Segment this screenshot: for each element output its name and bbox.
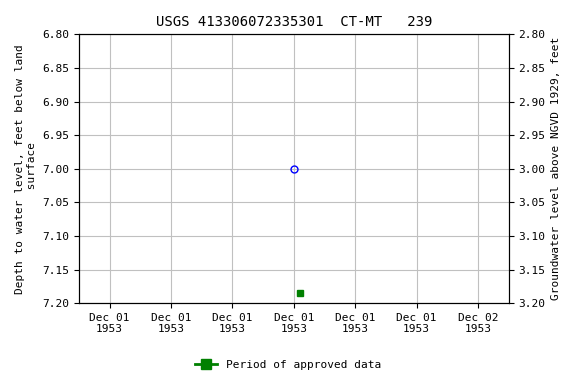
Y-axis label: Groundwater level above NGVD 1929, feet: Groundwater level above NGVD 1929, feet (551, 37, 561, 300)
Y-axis label: Depth to water level, feet below land
 surface: Depth to water level, feet below land su… (15, 44, 37, 294)
Legend: Period of approved data: Period of approved data (191, 356, 385, 375)
Title: USGS 413306072335301  CT-MT   239: USGS 413306072335301 CT-MT 239 (156, 15, 432, 29)
